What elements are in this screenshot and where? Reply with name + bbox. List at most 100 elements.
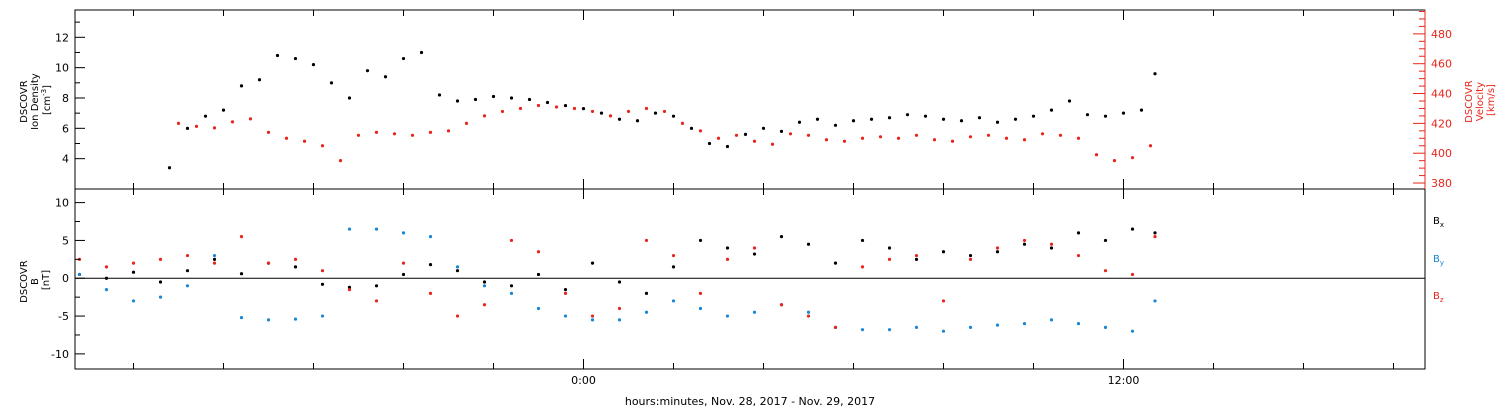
point-velocity (734, 133, 739, 137)
point-ion-density (1031, 114, 1036, 118)
point-bx (239, 272, 244, 276)
point-by (806, 310, 811, 314)
point-velocity (1004, 136, 1009, 140)
point-bz (428, 291, 433, 295)
point-ion-density (905, 113, 910, 117)
point-velocity (284, 136, 289, 140)
point-bz (320, 269, 325, 273)
point-by (617, 318, 622, 322)
point-bz (347, 287, 352, 292)
point-ion-density (923, 114, 928, 118)
point-by (1076, 322, 1081, 326)
point-bx (185, 269, 190, 273)
point-bz (401, 261, 406, 265)
point-by (320, 314, 325, 318)
point-bx (941, 250, 946, 254)
point-bz (590, 314, 595, 318)
point-ion-density (203, 114, 208, 118)
legend-bx: Bx (1433, 216, 1444, 229)
point-ion-density (617, 117, 622, 121)
bottom-panel-frame (74, 188, 1426, 370)
point-by (1022, 322, 1027, 326)
point-velocity (518, 106, 523, 111)
point-ion-density (491, 94, 496, 99)
point-bz (293, 257, 298, 261)
point-velocity (320, 144, 325, 148)
point-ion-density (869, 117, 874, 121)
point-velocity (248, 117, 253, 121)
point-velocity (554, 105, 559, 109)
point-bx (347, 285, 352, 289)
point-by (698, 306, 703, 311)
point-velocity (446, 129, 451, 133)
top-ytick-label: 8 (62, 92, 69, 105)
point-velocity (698, 129, 703, 133)
point-bx (914, 257, 919, 261)
top-ytick-label: 6 (62, 122, 69, 135)
legend-bz: Bz (1433, 291, 1444, 304)
point-ion-density (815, 117, 820, 121)
point-ion-density (509, 96, 514, 100)
point-bx (428, 263, 433, 267)
point-bx (374, 284, 379, 288)
point-velocity (590, 109, 595, 114)
point-ion-density (581, 107, 586, 111)
point-bx (509, 284, 514, 288)
point-ion-density (527, 97, 532, 102)
point-ion-density (275, 53, 280, 58)
point-bx (1153, 231, 1157, 235)
point-velocity (662, 109, 667, 114)
point-by (536, 306, 541, 311)
point-ion-density (185, 126, 190, 130)
bottom-data-points (77, 227, 1157, 333)
point-by (1130, 329, 1135, 333)
point-velocity (410, 133, 415, 137)
point-bz (1103, 269, 1108, 273)
point-velocity (788, 132, 793, 136)
point-ion-density (671, 114, 676, 118)
top-data-points (167, 50, 1157, 170)
point-velocity (266, 130, 271, 134)
point-bx (482, 280, 487, 284)
point-ion-density (563, 103, 568, 108)
point-velocity (752, 139, 757, 143)
top-left-ylabel: DSCOVR Ion Density [cm-3] (19, 70, 53, 130)
point-velocity (608, 114, 613, 118)
point-by (644, 310, 649, 314)
point-by (752, 310, 757, 314)
point-ion-density (995, 120, 1000, 124)
point-by (77, 272, 82, 277)
point-ion-density (329, 81, 334, 85)
top-y2tick-label: 480 (1431, 28, 1452, 41)
point-ion-density (419, 50, 424, 55)
point-ion-density (851, 119, 856, 123)
point-by (374, 227, 379, 231)
point-bz (968, 257, 973, 261)
point-bx (320, 282, 325, 286)
point-velocity (356, 133, 361, 137)
point-bx (131, 270, 136, 274)
point-bz (752, 246, 757, 250)
point-bx (1130, 227, 1135, 231)
point-ion-density (977, 116, 982, 120)
bottom-ytick-label: -5 (58, 310, 69, 323)
point-ion-density (1103, 114, 1108, 118)
point-by (509, 291, 514, 295)
point-by (266, 318, 271, 322)
point-bx (1022, 242, 1027, 246)
point-bx (671, 265, 676, 269)
point-bz (536, 250, 541, 254)
point-by (671, 299, 676, 303)
point-ion-density (689, 126, 694, 130)
point-ion-density (707, 141, 712, 146)
point-velocity (914, 133, 919, 137)
point-bx (590, 261, 595, 265)
point-ion-density (1049, 108, 1054, 112)
point-by (401, 231, 406, 235)
point-velocity (374, 130, 379, 134)
point-ion-density (779, 129, 784, 133)
point-by (347, 227, 352, 231)
point-by (887, 328, 892, 332)
point-bx (563, 287, 568, 292)
point-velocity (1148, 144, 1153, 148)
